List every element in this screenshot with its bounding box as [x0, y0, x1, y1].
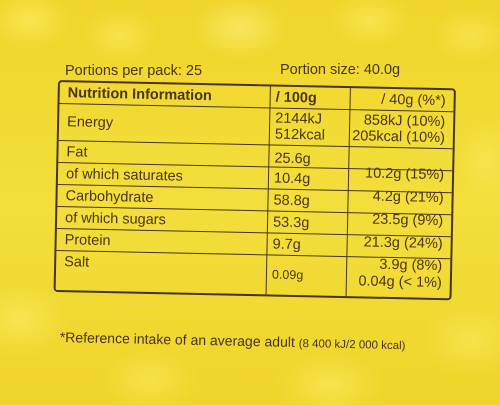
footnote-intake-values: (8 400 kJ/2 000 kcal) [298, 338, 406, 353]
row-label: Fat [66, 144, 88, 161]
energy-kj-40g: 858kJ (10%) [363, 112, 446, 131]
row-label: of which sugars [64, 210, 167, 229]
value-40g: 21.3g (24%) [363, 234, 443, 253]
row-label: of which saturates [65, 166, 184, 185]
row-label: Protein [64, 232, 111, 250]
column-header-100g: / 100g [275, 89, 317, 107]
value-40g: 3.9g (8%) [379, 256, 443, 275]
energy-kcal-40g: 205kcal (10%) [352, 128, 446, 147]
energy-kcal-100g: 512kcal [274, 126, 326, 144]
value-100g: 58.8g [273, 192, 310, 210]
portions-per-pack: Portions per pack: 25 [65, 63, 203, 79]
column-header-40g: / 40g (%*) [381, 91, 446, 110]
value-40g: 4.2g (21%) [372, 188, 444, 207]
value-100g: 10.4g [273, 170, 311, 188]
value-100g: 9.7g [272, 236, 301, 254]
portion-size: Portion size: 40.0g [280, 62, 401, 78]
row-label: Energy [66, 114, 114, 132]
row-label: Salt [64, 254, 90, 271]
nutrition-table: Nutrition Information / 100g / 40g (%*) … [53, 80, 456, 301]
row-label: Carbohydrate [65, 188, 154, 207]
energy-kj-100g: 2144kJ [275, 110, 323, 128]
table-row-salt: Salt 0.09g 3.9g (8%) 0.04g (< 1%) [56, 251, 451, 297]
value-100g: 0.09g [271, 267, 304, 283]
table-title: Nutrition Information [67, 85, 213, 105]
value-40g: 23.5g (9%) [372, 211, 444, 230]
value-40g: 10.2g (15%) [364, 165, 445, 184]
value-100g: 25.6g [274, 150, 311, 168]
value-100g: 53.3g [272, 214, 310, 232]
value-40g-salt: 0.04g (< 1%) [358, 273, 442, 292]
